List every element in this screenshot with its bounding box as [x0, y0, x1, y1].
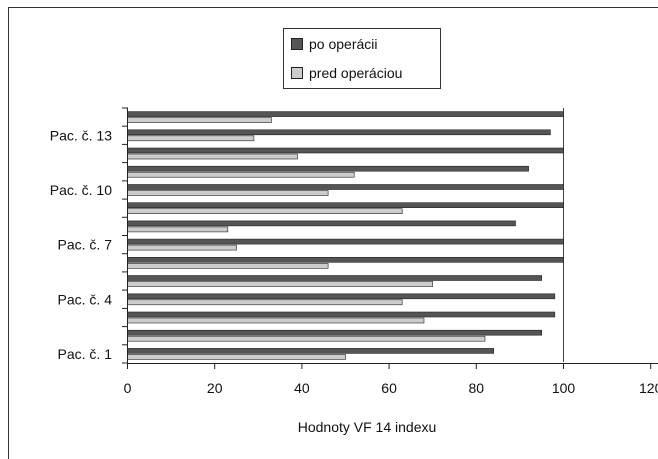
plot-area: Pac. č. 1 Pac. č. 4 Pac. č. 7 Pac. č. 10 Pac…: [50, 107, 658, 396]
bar-po-operacii-4: [127, 293, 556, 300]
x-axis-title: Hodnoty VF 14 indexu: [298, 419, 437, 435]
bar-pred-operaciou-12: [127, 153, 298, 160]
x-tick-label: 40: [294, 380, 310, 396]
y-tick-label: Pac. č. 13: [50, 127, 112, 143]
bar-po-operacii-6: [127, 256, 564, 263]
chart-frame: [8, 7, 658, 459]
bar-pred-operaciou-1: [127, 354, 346, 360]
bar-pred-operaciou-7: [127, 244, 237, 251]
bar-po-operacii-2: [127, 329, 543, 336]
x-tick-label: 120: [639, 380, 658, 396]
x-tick-label: 80: [469, 380, 485, 396]
bar-pred-operaciou-5: [127, 281, 434, 287]
x-tick-label: 60: [381, 380, 397, 396]
bar-pred-operaciou-11: [127, 171, 355, 178]
bar-po-operacii-10: [127, 184, 564, 190]
bar-po-operacii-9: [127, 202, 564, 208]
bar-po-operacii-5: [127, 275, 543, 281]
bar-pred-operaciou-10: [127, 190, 329, 196]
legend: po operácii pred operáciou: [283, 28, 441, 89]
bar-po-operacii-11: [127, 165, 529, 172]
y-ticks: [122, 107, 128, 364]
legend-swatch-pred-operaciou: [291, 67, 303, 79]
legend-swatch-po-operacii: [291, 38, 303, 50]
bar-pred-operaciou-2: [127, 335, 486, 342]
bar-pred-operaciou-6: [127, 262, 329, 269]
bar-pred-operaciou-13: [127, 135, 255, 142]
x-tick-labels: 0 20 40 60 80 100 120: [124, 380, 658, 396]
bar-pred-operaciou-8: [127, 226, 229, 233]
y-tick-label: Pac. č. 10: [50, 182, 112, 198]
bar-pred-operaciou-3: [127, 317, 425, 324]
x-tick-label: 20: [207, 380, 223, 396]
legend-label-po-operacii: po operácii: [309, 36, 378, 52]
bar-po-operacii-3: [127, 311, 556, 318]
bar-po-operacii-14: [127, 111, 564, 117]
y-tick-label: Pac. č. 7: [58, 237, 113, 253]
bar-pred-operaciou-4: [127, 299, 403, 306]
x-tick-label: 0: [124, 380, 132, 396]
bar-po-operacii-1: [127, 348, 495, 354]
legend-box: [283, 28, 441, 89]
bar-po-operacii-12: [127, 147, 564, 154]
y-tick-label: Pac. č. 1: [58, 346, 113, 362]
bar-po-operacii-8: [127, 220, 516, 227]
legend-label-pred-operaciou: pred operáciou: [309, 65, 402, 81]
bar-pred-operaciou-14: [127, 117, 272, 123]
y-tick-label: Pac. č. 4: [58, 291, 113, 307]
y-tick-labels: Pac. č. 1 Pac. č. 4 Pac. č. 7 Pac. č. 10 Pac…: [50, 127, 112, 362]
bar-po-operacii-7: [127, 238, 564, 245]
x-ticks: [127, 363, 652, 369]
bar-pred-operaciou-9: [127, 208, 403, 214]
bar-po-operacii-13: [127, 129, 551, 136]
x-tick-label: 100: [552, 380, 576, 396]
bars-group: [127, 111, 564, 360]
